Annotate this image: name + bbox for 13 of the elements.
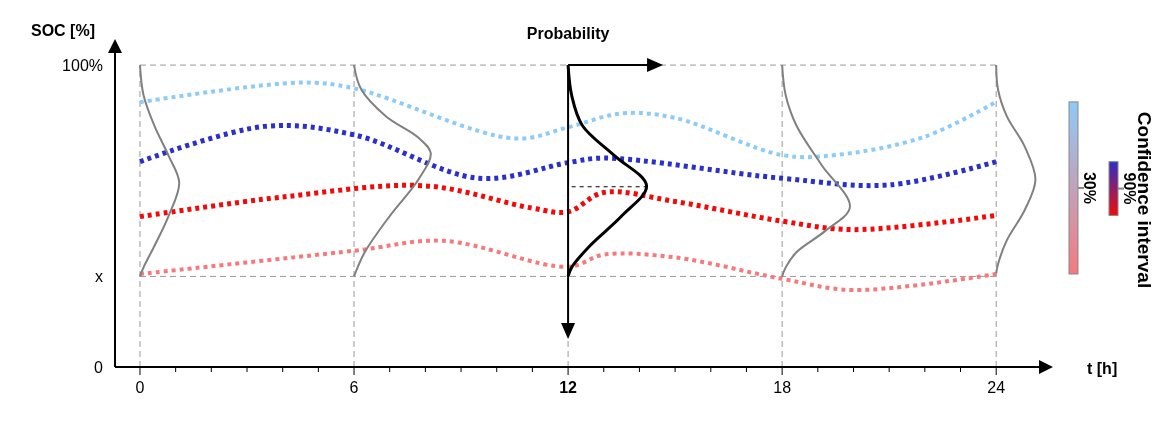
x-tick-label: 24 — [987, 379, 1006, 396]
text: 30% — [1081, 171, 1098, 204]
x-tick-label: 0 — [135, 379, 145, 396]
y-tick-label: 0 — [94, 359, 104, 376]
text: 90% — [1121, 172, 1138, 205]
y-tick-label: 100% — [62, 57, 103, 75]
x-tick-label: 12 — [559, 379, 578, 396]
x-tick-label: 6 — [349, 379, 359, 396]
x-axis-title: t [h] — [1087, 360, 1118, 377]
annotation: Probability — [526, 25, 610, 43]
y-tick-label: x — [95, 268, 103, 286]
x-tick-label: 18 — [773, 379, 792, 396]
y-axis-title: SOC [%] — [31, 22, 95, 39]
